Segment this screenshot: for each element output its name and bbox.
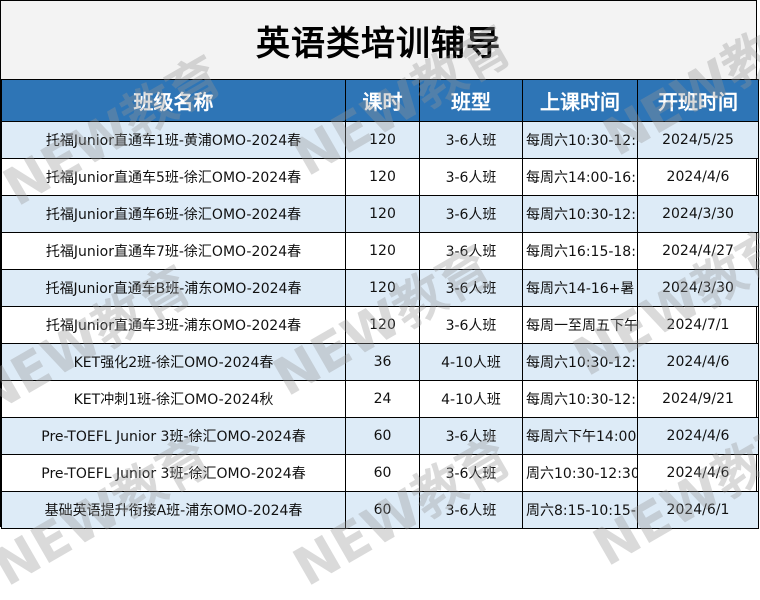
table-row: Pre-TOEFL Junior 3班-徐汇OMO-2024春 60 3-6人班 周六… <box>1 454 759 492</box>
hours-cell[interactable]: 120 <box>345 121 420 159</box>
hours-cell[interactable]: 120 <box>345 195 420 233</box>
schedule-cell[interactable]: 每周六10:30-12: <box>522 343 638 381</box>
start-date-cell[interactable]: 2024/3/30 <box>637 269 759 307</box>
class-name-cell[interactable]: Pre-TOEFL Junior 3班-徐汇OMO-2024春 <box>1 417 346 455</box>
class-type-cell[interactable]: 3-6人班 <box>419 454 523 492</box>
table-row: 托福Junior直通车B班-浦东OMO-2024春 120 3-6人班 每周六14-1… <box>1 269 759 307</box>
column-header[interactable]: 班型 <box>419 79 523 122</box>
schedule-cell[interactable]: 每周六10:30-12: <box>522 121 638 159</box>
schedule-cell[interactable]: 周六10:30-12:30 <box>522 454 638 492</box>
class-name-cell[interactable]: 托福Junior直通车3班-浦东OMO-2024春 <box>1 306 346 344</box>
hours-cell[interactable]: 120 <box>345 232 420 270</box>
table-row: 托福Junior直通车3班-浦东OMO-2024春 120 3-6人班 每周一至周五下… <box>1 306 759 344</box>
class-type-cell[interactable]: 4-10人班 <box>419 343 523 381</box>
schedule-cell[interactable]: 每周六10:30-12: <box>522 380 638 418</box>
start-date-cell[interactable]: 2024/9/21 <box>637 380 759 418</box>
table-row: Pre-TOEFL Junior 3班-徐汇OMO-2024春 60 3-6人班 每周… <box>1 417 759 455</box>
class-type-cell[interactable]: 3-6人班 <box>419 232 523 270</box>
course-sheet: 英语类培训辅导 班级名称 课时 班型 上课时间 开班时间 托福Junior直通车1班-黄… <box>0 0 759 529</box>
start-date-cell[interactable]: 2024/4/6 <box>637 454 759 492</box>
hours-cell[interactable]: 60 <box>345 454 420 492</box>
start-date-cell[interactable]: 2024/4/6 <box>637 158 759 196</box>
class-name-cell[interactable]: Pre-TOEFL Junior 3班-徐汇OMO-2024春 <box>1 454 346 492</box>
table-row: 托福Junior直通车1班-黄浦OMO-2024春 120 3-6人班 每周六10:3… <box>1 121 759 159</box>
class-type-cell[interactable]: 3-6人班 <box>419 195 523 233</box>
hours-cell[interactable]: 36 <box>345 343 420 381</box>
table-row: 托福Junior直通车7班-徐汇OMO-2024春 120 3-6人班 每周六16:1… <box>1 232 759 270</box>
hours-cell[interactable]: 120 <box>345 269 420 307</box>
table-row: KET冲刺1班-徐汇OMO-2024秋 24 4-10人班 每周六10:30-12: 2… <box>1 380 759 418</box>
class-type-cell[interactable]: 3-6人班 <box>419 158 523 196</box>
table-row: 托福Junior直通车6班-徐汇OMO-2024春 120 3-6人班 每周六10:3… <box>1 195 759 233</box>
start-date-cell[interactable]: 2024/3/30 <box>637 195 759 233</box>
start-date-cell[interactable]: 2024/6/1 <box>637 491 759 529</box>
class-name-cell[interactable]: 基础英语提升衔接A班-浦东OMO-2024春 <box>1 491 346 529</box>
start-date-cell[interactable]: 2024/4/27 <box>637 232 759 270</box>
hours-cell[interactable]: 120 <box>345 306 420 344</box>
hours-cell[interactable]: 24 <box>345 380 420 418</box>
schedule-cell[interactable]: 每周六14:00-16: <box>522 158 638 196</box>
column-header[interactable]: 开班时间 <box>637 79 759 122</box>
start-date-cell[interactable]: 2024/7/1 <box>637 306 759 344</box>
class-name-cell[interactable]: 托福Junior直通车6班-徐汇OMO-2024春 <box>1 195 346 233</box>
class-type-cell[interactable]: 4-10人班 <box>419 380 523 418</box>
class-type-cell[interactable]: 3-6人班 <box>419 491 523 529</box>
class-name-cell[interactable]: 托福Junior直通车5班-徐汇OMO-2024春 <box>1 158 346 196</box>
class-name-cell[interactable]: 托福Junior直通车7班-徐汇OMO-2024春 <box>1 232 346 270</box>
start-date-cell[interactable]: 2024/4/6 <box>637 343 759 381</box>
class-name-cell[interactable]: KET冲刺1班-徐汇OMO-2024秋 <box>1 380 346 418</box>
class-type-cell[interactable]: 3-6人班 <box>419 306 523 344</box>
sheet-title: 英语类培训辅导 <box>1 1 756 80</box>
schedule-cell[interactable]: 每周六10:30-12: <box>522 195 638 233</box>
hours-cell[interactable]: 60 <box>345 491 420 529</box>
column-header[interactable]: 上课时间 <box>522 79 638 122</box>
class-name-cell[interactable]: KET强化2班-徐汇OMO-2024春 <box>1 343 346 381</box>
schedule-cell[interactable]: 每周六下午14:00 <box>522 417 638 455</box>
course-table: 班级名称 课时 班型 上课时间 开班时间 托福Junior直通车1班-黄浦OMO-202… <box>1 79 759 529</box>
column-header[interactable]: 班级名称 <box>1 79 346 122</box>
class-type-cell[interactable]: 3-6人班 <box>419 269 523 307</box>
hours-cell[interactable]: 120 <box>345 158 420 196</box>
table-row: 基础英语提升衔接A班-浦东OMO-2024春 60 3-6人班 周六8:15-10:1… <box>1 491 759 529</box>
class-type-cell[interactable]: 3-6人班 <box>419 417 523 455</box>
schedule-cell[interactable]: 每周一至周五下午 <box>522 306 638 344</box>
schedule-cell[interactable]: 每周六16:15-18: <box>522 232 638 270</box>
start-date-cell[interactable]: 2024/4/6 <box>637 417 759 455</box>
class-name-cell[interactable]: 托福Junior直通车1班-黄浦OMO-2024春 <box>1 121 346 159</box>
start-date-cell[interactable]: 2024/5/25 <box>637 121 759 159</box>
column-header[interactable]: 课时 <box>345 79 420 122</box>
schedule-cell[interactable]: 每周六14-16+暑 <box>522 269 638 307</box>
class-type-cell[interactable]: 3-6人班 <box>419 121 523 159</box>
table-row: 托福Junior直通车5班-徐汇OMO-2024春 120 3-6人班 每周六14:0… <box>1 158 759 196</box>
table-row: KET强化2班-徐汇OMO-2024春 36 4-10人班 每周六10:30-12: 2… <box>1 343 759 381</box>
class-name-cell[interactable]: 托福Junior直通车B班-浦东OMO-2024春 <box>1 269 346 307</box>
schedule-cell[interactable]: 周六8:15-10:15- <box>522 491 638 529</box>
header-row: 班级名称 课时 班型 上课时间 开班时间 <box>1 79 759 122</box>
hours-cell[interactable]: 60 <box>345 417 420 455</box>
